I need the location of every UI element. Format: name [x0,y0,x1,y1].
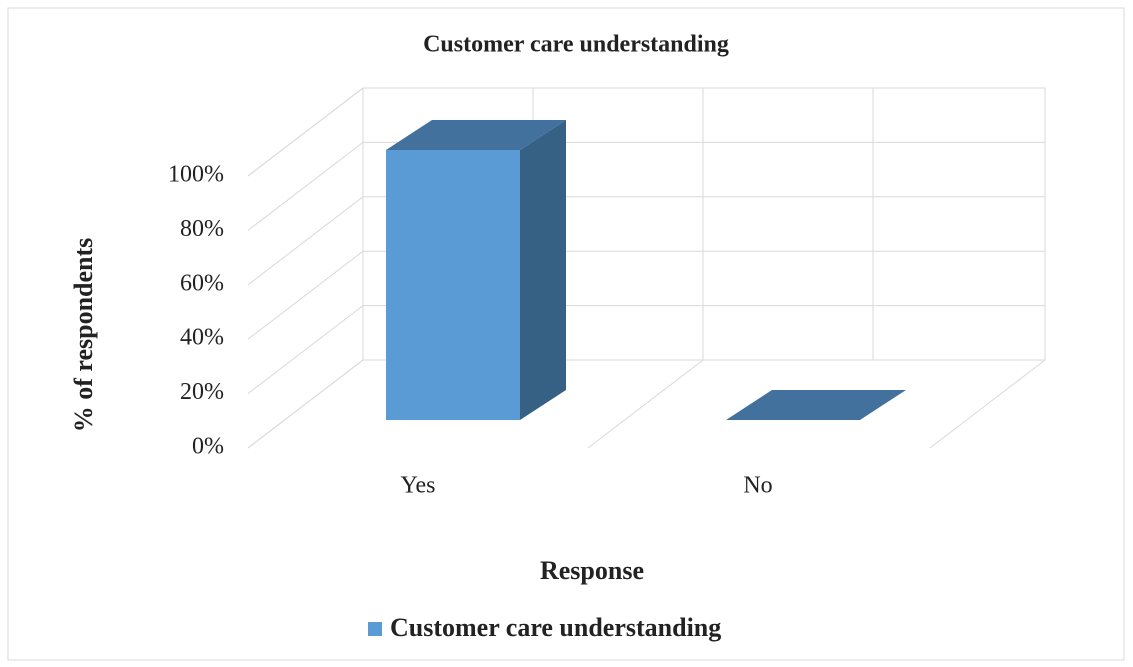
bar-top [386,120,566,150]
bar-side [520,120,566,420]
side-grid-line [247,142,364,231]
side-grid-line [247,305,364,394]
floor-line [929,359,1046,449]
side-grid-line [247,87,364,177]
x-tick-label: Yes [401,473,436,499]
bar-top [726,390,906,420]
side-grid-line [247,250,364,340]
y-axis-label: % of respondents [69,238,98,433]
x-axis-label: Response [540,556,644,585]
y-tick-label: 80% [180,216,224,242]
y-tick-label: 40% [180,325,224,351]
floor-line [587,359,704,449]
bar-front [386,150,520,420]
y-tick-label: 20% [180,379,224,405]
side-grid-line [247,359,364,449]
chart-title: Customer care understanding [423,32,729,58]
y-tick-label: 100% [168,162,224,188]
chart-frame [7,7,1125,661]
side-grid-line [247,196,364,286]
x-tick-label: No [743,473,772,499]
legend-label: Customer care understanding [390,613,721,642]
y-tick-label: 0% [192,434,224,460]
legend-swatch [368,622,382,636]
y-tick-label: 60% [180,270,224,296]
